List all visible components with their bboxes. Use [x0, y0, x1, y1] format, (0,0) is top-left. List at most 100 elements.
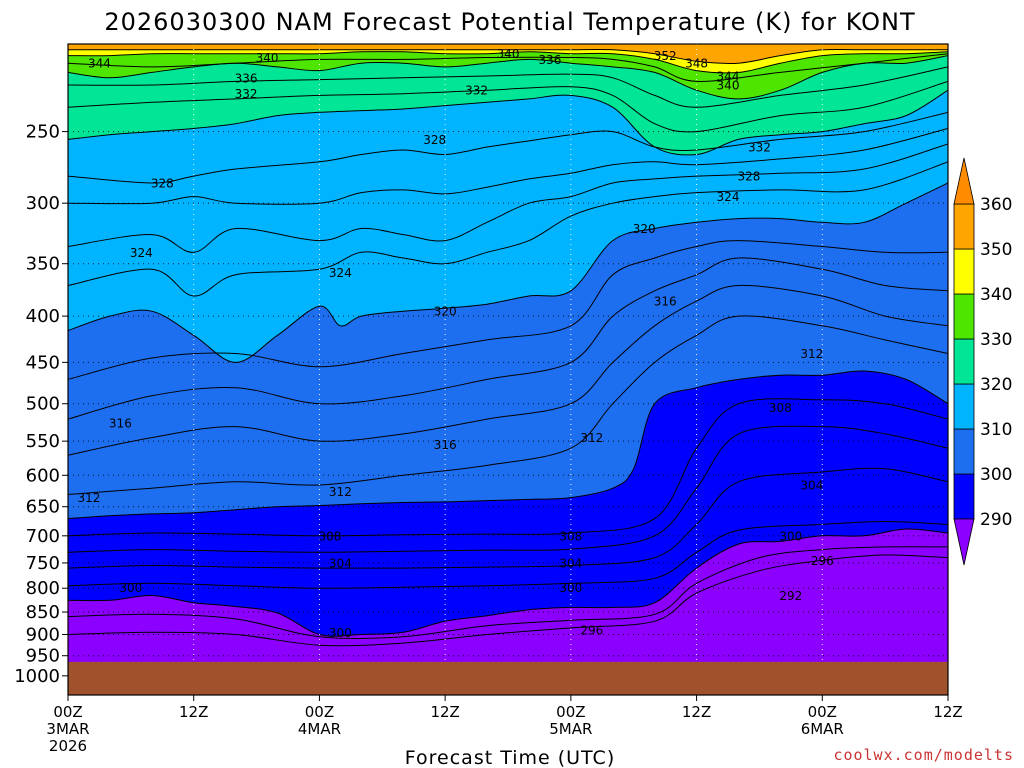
colorbar-label-310: 310: [980, 420, 1012, 440]
colorbar-swatch-320-330: [953, 338, 975, 385]
contour-label-22: 316: [109, 416, 132, 430]
contour-line-328: [68, 111, 948, 184]
colorbar-over-arrow: [953, 157, 975, 205]
contour-line-320: [68, 182, 948, 363]
contour-line-316: [68, 257, 948, 420]
y-tick-label-1000: 1000: [14, 666, 60, 687]
colorbar-label-300: 300: [980, 465, 1012, 485]
contour-label-18: 324: [329, 266, 352, 280]
band-above-360: [68, 44, 948, 64]
contour-label-15: 324: [717, 190, 740, 204]
contour-label-14: 328: [737, 170, 760, 184]
contour-label-34: 296: [811, 554, 834, 568]
contour-label-31: 300: [779, 529, 802, 543]
contour-line-298: [68, 546, 948, 639]
colorbar-label-290: 290: [980, 510, 1012, 530]
contour-label-24: 312: [580, 431, 603, 445]
colorbar: 290 300 310 320 330 340 350 360: [953, 157, 1012, 566]
y-axis: 2503003504004505005506006507007508008509…: [14, 122, 68, 687]
y-tick-label-350: 350: [26, 254, 60, 275]
contour-label-25: 308: [769, 401, 792, 415]
colorbar-under-arrow: [953, 518, 975, 566]
contour-label-text: 320: [434, 305, 457, 319]
colorbar-label-350: 350: [980, 240, 1012, 260]
y-tick-label-950: 950: [26, 646, 60, 667]
x-tick-date-48: 5MAR: [549, 720, 592, 738]
below-ground-area: [68, 661, 948, 695]
contour-label-text: 316: [434, 438, 457, 452]
contour-label-text: 312: [800, 347, 823, 361]
contour-label-4: 340: [497, 47, 520, 61]
contour-label-text: 328: [423, 133, 446, 147]
contour-line-344: [68, 53, 948, 82]
colorbar-label-360: 360: [980, 195, 1012, 215]
contour-line-318: [68, 240, 948, 380]
colorbar-label-330: 330: [980, 330, 1012, 350]
y-tick-label-650: 650: [26, 497, 60, 518]
y-tick-label-550: 550: [26, 431, 60, 452]
contour-label-text: 344: [717, 70, 740, 84]
contour-label-text: 320: [633, 222, 656, 236]
x-axis-label: Forecast Time (UTC): [405, 747, 615, 768]
contour-label-23: 316: [434, 438, 457, 452]
contour-label-37: 292: [779, 589, 802, 603]
contour-label-text: 336: [538, 53, 561, 67]
contour-label-9: 344: [717, 70, 740, 84]
y-tick-label-400: 400: [26, 306, 60, 327]
contour-label-text: 292: [779, 589, 802, 603]
plot-frame: [67, 43, 949, 696]
contour-label-33: 304: [559, 556, 582, 570]
contour-label-text: 324: [717, 190, 740, 204]
contour-line-308: [68, 398, 948, 537]
contour-label-text: 308: [318, 529, 341, 543]
contour-label-text: 300: [559, 581, 582, 595]
contour-label-text: 332: [235, 87, 258, 101]
contour-label-16: 320: [633, 222, 656, 236]
colorbar-swatch-290-300: [953, 473, 975, 520]
x-tick-date-24: 4MAR: [298, 720, 341, 738]
contour-label-text: 296: [811, 554, 834, 568]
x-tick-label-12: 12Z: [179, 703, 208, 721]
y-tick-label-600: 600: [26, 465, 60, 486]
contour-label-8: 348: [685, 57, 708, 71]
contour-line-360: [68, 48, 948, 65]
contour-line-306: [68, 425, 948, 553]
contour-label-20: 316: [654, 295, 677, 309]
contour-line-302: [68, 520, 948, 589]
contour-label-text: 312: [580, 431, 603, 445]
contour-label-13: 328: [151, 177, 174, 191]
contour-label-35: 300: [119, 581, 142, 595]
contour-label-30: 308: [559, 529, 582, 543]
contour-label-text: 316: [109, 416, 132, 430]
y-tick-label-450: 450: [26, 352, 60, 373]
contour-label-10: 340: [717, 78, 740, 92]
contour-label-text: 328: [151, 177, 174, 191]
y-tick-label-300: 300: [26, 193, 60, 214]
y-tick-label-800: 800: [26, 578, 60, 599]
contour-label-38: 300: [329, 626, 352, 640]
contour-label-text: 340: [497, 47, 520, 61]
contour-label-text: 348: [685, 57, 708, 71]
y-tick-label-750: 750: [26, 553, 60, 574]
colorbar-label-340: 340: [980, 285, 1012, 305]
contour-label-text: 300: [329, 626, 352, 640]
contour-line-326: [68, 128, 948, 205]
contour-label-0: 344: [88, 57, 111, 71]
contour-label-text: 312: [329, 485, 352, 499]
contour-line-314: [68, 284, 948, 456]
x-tick-label-60: 12Z: [682, 703, 711, 721]
contour-label-26: 304: [800, 478, 823, 492]
contour-label-19: 320: [434, 305, 457, 319]
contour-label-text: 336: [235, 71, 258, 85]
contour-label-text: 308: [559, 529, 582, 543]
contour-label-text: 328: [737, 170, 760, 184]
contour-line-350: [68, 51, 948, 74]
contour-label-text: 316: [654, 295, 677, 309]
colorbar-swatch-350-360: [953, 203, 975, 250]
colorbar-swatch-300-310: [953, 428, 975, 475]
contour-label-text: 308: [769, 401, 792, 415]
chart-title: 2026030300 NAM Forecast Potential Temper…: [104, 8, 915, 36]
contour-label-12: 328: [423, 133, 446, 147]
contour-label-21: 312: [800, 347, 823, 361]
